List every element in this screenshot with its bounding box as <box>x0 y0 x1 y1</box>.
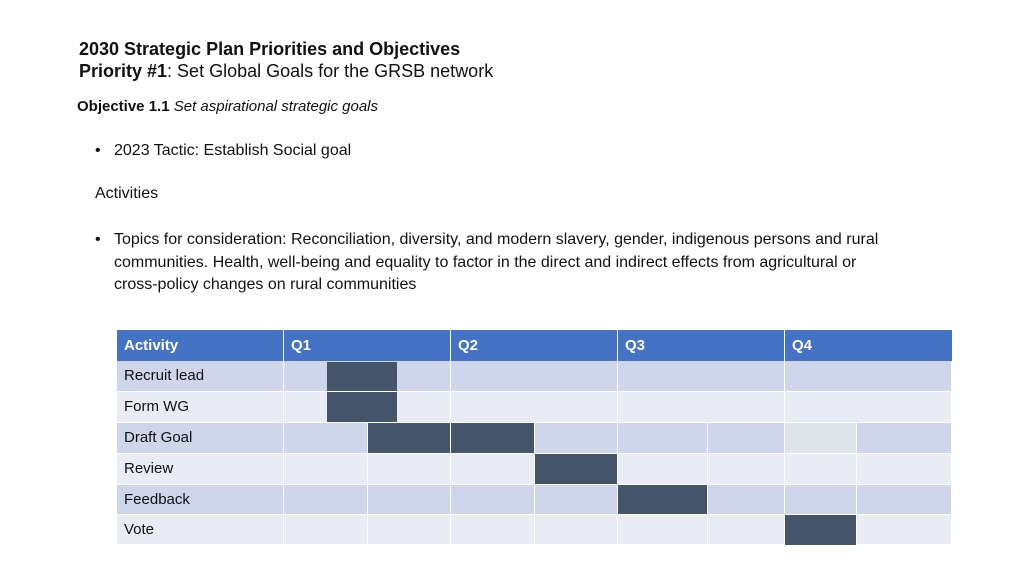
q1-cell <box>284 485 368 515</box>
q2-cell <box>535 515 618 545</box>
q1-cell <box>368 515 451 545</box>
q2-cell <box>451 454 535 485</box>
row-label-feedback: Feedback <box>117 485 284 515</box>
q4-cell <box>785 361 952 392</box>
topics-bullet: • Topics for consideration: Reconciliati… <box>95 229 904 297</box>
topics-text: Topics for consideration: Reconciliation… <box>114 231 879 293</box>
q1-cell <box>368 485 451 515</box>
q4-cell <box>785 392 952 423</box>
q2-cell <box>451 361 618 392</box>
q3-cell <box>708 485 785 515</box>
row-label-recruit-lead: Recruit lead <box>117 361 284 392</box>
header-q3: Q3 <box>618 330 785 361</box>
q4-cell <box>785 423 857 454</box>
timeline-bar <box>535 454 617 484</box>
timeline-bar <box>327 362 397 391</box>
timeline-bar <box>327 392 397 422</box>
q2-cell <box>451 485 535 515</box>
q1-cell <box>284 423 368 454</box>
q4-cell <box>857 423 952 454</box>
bullet-dot: • <box>95 231 101 248</box>
tactic-bullet: • 2023 Tactic: Establish Social goal <box>95 140 904 163</box>
objective-text: Set aspirational strategic goals <box>173 98 379 115</box>
header-q1: Q1 <box>284 330 451 361</box>
q4-cell <box>857 454 952 485</box>
header-q4: Q4 <box>785 330 952 361</box>
header-q2: Q2 <box>451 330 618 361</box>
row-label-review: Review <box>117 454 284 485</box>
title-block: 2030 Strategic Plan Priorities and Objec… <box>79 38 493 82</box>
q2-cell <box>451 515 535 545</box>
tactic-text: 2023 Tactic: Establish Social goal <box>114 142 352 159</box>
q2-cell <box>535 485 618 515</box>
header-activity: Activity <box>117 330 284 361</box>
timeline-bar <box>618 485 707 514</box>
q4-cell <box>785 454 857 485</box>
timeline-bar <box>785 515 856 545</box>
q3-cell <box>708 423 785 454</box>
priority-line: Priority #1: Set Global Goals for the GR… <box>79 60 493 82</box>
q1-cell <box>284 515 368 545</box>
bullet-dot: • <box>95 142 101 159</box>
priority-label: Priority #1 <box>79 61 168 81</box>
q2-cell <box>451 392 618 423</box>
timeline-bar <box>368 423 450 453</box>
row-label-vote: Vote <box>117 515 284 545</box>
q3-cell <box>618 515 708 545</box>
q4-cell <box>857 485 952 515</box>
q1-cell <box>368 454 451 485</box>
page-title: 2030 Strategic Plan Priorities and Objec… <box>79 39 461 59</box>
objective-line: Objective 1.1 Set aspirational strategic… <box>77 98 378 115</box>
row-label-draft-goal: Draft Goal <box>117 423 284 454</box>
q3-cell <box>618 392 785 423</box>
q3-cell <box>618 361 785 392</box>
q3-cell <box>618 423 708 454</box>
priority-text: : Set Global Goals for the GRSB network <box>167 61 494 81</box>
q4-cell <box>857 515 952 545</box>
q4-cell <box>785 485 857 515</box>
activities-heading: Activities <box>95 185 159 202</box>
activity-timeline-table: Activity Q1 Q2 Q3 Q4 Recruit lead Form W… <box>117 330 952 545</box>
q2-cell <box>535 423 618 454</box>
objective-label: Objective 1.1 <box>77 98 170 115</box>
q1-cell <box>284 454 368 485</box>
timeline-bar <box>451 423 534 453</box>
q3-cell <box>708 515 785 545</box>
row-label-form-wg: Form WG <box>117 392 284 423</box>
q3-cell <box>618 454 708 485</box>
q3-cell <box>708 454 785 485</box>
